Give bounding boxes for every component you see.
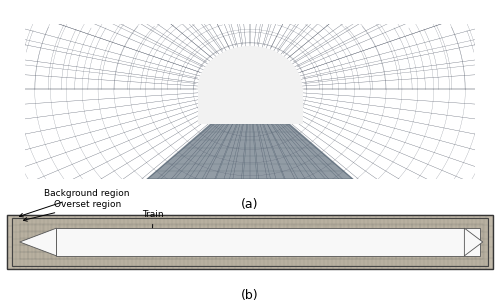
- Polygon shape: [147, 92, 353, 179]
- Polygon shape: [20, 228, 57, 256]
- Bar: [12, 218, 488, 266]
- Text: (a): (a): [241, 198, 259, 211]
- Text: Background region: Background region: [20, 189, 130, 217]
- Wedge shape: [198, 46, 302, 89]
- Bar: [56, 228, 480, 256]
- Bar: [198, 89, 302, 123]
- Text: Train: Train: [142, 210, 164, 238]
- Text: Overset region: Overset region: [24, 200, 121, 221]
- Bar: [8, 215, 492, 269]
- Polygon shape: [464, 228, 483, 256]
- Text: (b): (b): [241, 289, 259, 302]
